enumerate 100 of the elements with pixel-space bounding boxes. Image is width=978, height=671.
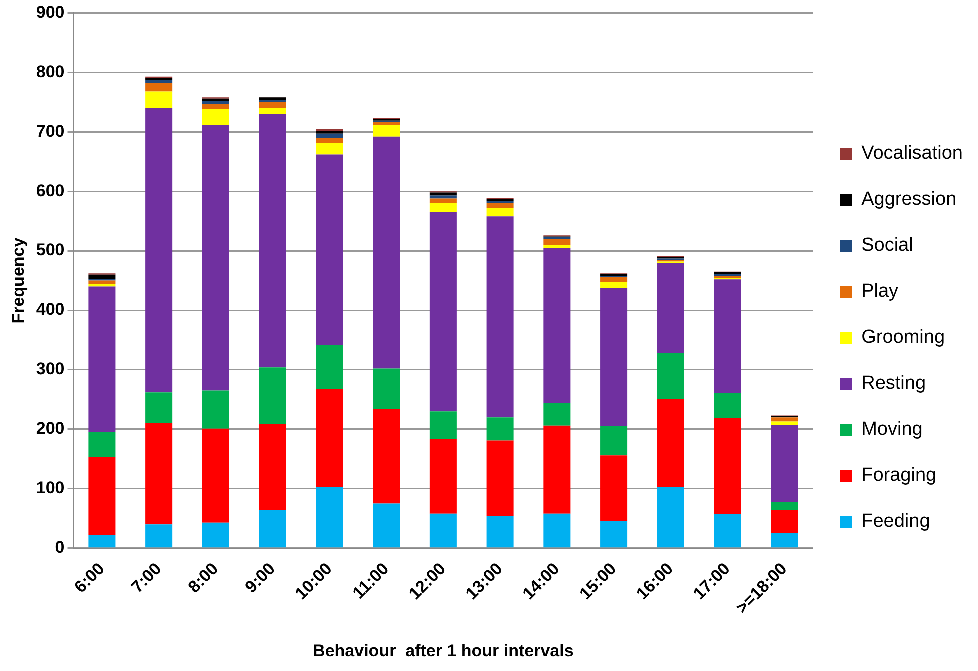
bar	[146, 524, 173, 548]
bar	[430, 514, 457, 548]
bar	[771, 418, 798, 422]
bar	[259, 424, 286, 510]
y-tick-label: 500	[36, 240, 65, 260]
bar	[316, 345, 344, 390]
bar	[202, 522, 230, 548]
bar	[600, 456, 628, 522]
bar	[202, 101, 230, 104]
bar	[202, 124, 230, 391]
bar	[88, 280, 116, 284]
bar	[430, 203, 457, 212]
bar	[430, 192, 457, 196]
bar	[714, 393, 742, 418]
bar	[714, 280, 742, 394]
bar	[88, 274, 116, 280]
bar	[202, 110, 230, 125]
bar	[373, 504, 400, 548]
legend-label: Play	[862, 281, 900, 302]
legend-label: Aggression	[862, 189, 957, 210]
legend-label: Resting	[862, 373, 926, 394]
bar	[316, 130, 344, 134]
bar	[544, 403, 571, 426]
bar	[202, 104, 230, 110]
bar	[202, 390, 230, 429]
bar	[146, 92, 173, 108]
bar	[771, 422, 798, 426]
bar	[544, 248, 571, 404]
bar	[600, 426, 628, 456]
bar	[486, 203, 514, 208]
bar	[430, 412, 457, 439]
legend-label: Moving	[862, 419, 923, 440]
bar	[88, 535, 116, 548]
bar	[259, 368, 286, 424]
bar	[88, 432, 116, 458]
bar	[600, 282, 628, 289]
y-tick-label: 400	[36, 300, 65, 320]
bar	[771, 510, 798, 534]
bar	[316, 487, 344, 548]
y-tick-label: 300	[36, 360, 65, 379]
bar	[771, 425, 798, 502]
legend-label: Social	[862, 235, 914, 256]
bar	[600, 277, 628, 282]
bar	[316, 143, 344, 155]
bar	[316, 134, 344, 138]
y-axis-title: Frequency	[8, 237, 28, 324]
y-tick-label: 200	[36, 419, 65, 438]
bar	[657, 264, 684, 354]
legend-label: Feeding	[862, 511, 930, 532]
bar	[373, 368, 400, 410]
bar	[259, 108, 286, 114]
bar	[202, 428, 230, 523]
bar	[316, 138, 344, 144]
bar	[316, 154, 344, 346]
x-tick-label: 6:00	[70, 559, 108, 597]
bar	[430, 438, 457, 514]
bar	[316, 389, 344, 488]
bar	[259, 98, 286, 100]
bar	[373, 122, 400, 125]
y-tick-label: 900	[36, 2, 65, 22]
bar	[771, 534, 798, 548]
bar	[600, 288, 628, 426]
bar	[714, 418, 742, 514]
bar	[373, 409, 400, 504]
bar	[373, 124, 400, 137]
bar	[146, 83, 173, 92]
bar	[657, 487, 684, 548]
bar	[146, 424, 173, 525]
x-axis-title: Behaviour after 1 hour intervals	[313, 641, 574, 660]
bar	[430, 198, 457, 204]
bar	[771, 502, 798, 510]
legend-label: Grooming	[862, 327, 946, 348]
bar	[714, 514, 742, 548]
bar	[88, 457, 116, 536]
bar	[544, 514, 571, 548]
bar	[544, 426, 571, 514]
bar	[544, 245, 571, 248]
y-tick-label: 700	[36, 122, 65, 141]
bar	[544, 239, 571, 246]
bar	[88, 286, 116, 432]
bar	[600, 521, 628, 548]
legend-label: Vocalisation	[862, 143, 964, 164]
y-tick-label: 800	[36, 62, 65, 82]
bar	[259, 510, 286, 548]
bar	[486, 516, 514, 548]
y-tick-label: 100	[36, 478, 65, 498]
y-tick-label: 0	[55, 538, 65, 558]
bar	[486, 440, 514, 516]
bar	[146, 108, 173, 393]
bar	[486, 208, 514, 217]
bar	[259, 102, 286, 108]
bar	[146, 392, 173, 424]
legend-label: Foraging	[862, 465, 937, 486]
bar	[430, 212, 457, 412]
y-tick-label: 600	[36, 181, 65, 200]
bar	[259, 114, 286, 368]
bar	[657, 353, 684, 400]
bar	[486, 216, 514, 418]
bar	[373, 136, 400, 369]
bar	[146, 80, 173, 84]
